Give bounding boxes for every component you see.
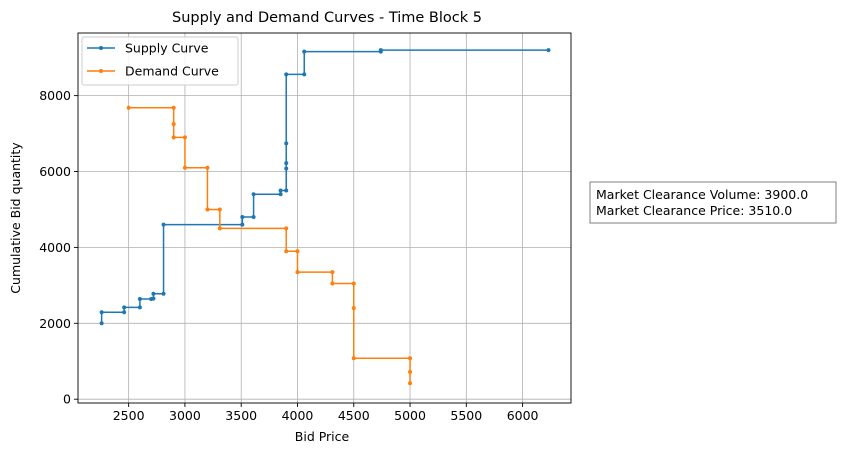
- plot-frame: [77, 32, 572, 404]
- legend-supply-label: Supply Curve: [125, 41, 209, 56]
- demand-point: [351, 281, 356, 286]
- y-tick-label: 0: [63, 392, 71, 407]
- supply-point: [284, 141, 289, 146]
- demand-point: [205, 165, 210, 170]
- grid-lines: [78, 33, 571, 403]
- supply-point: [240, 222, 245, 227]
- x-tick-label: 3000: [169, 408, 201, 423]
- legend: Supply Curve Demand Curve: [81, 36, 239, 86]
- supply-point: [161, 222, 166, 227]
- x-axis-label: Bid Price: [295, 429, 350, 444]
- y-tick-label: 2000: [39, 316, 71, 331]
- demand-point: [284, 249, 289, 254]
- y-tick-label: 8000: [39, 88, 71, 103]
- supply-point: [151, 291, 156, 296]
- demand-point: [171, 105, 176, 110]
- market-clearance-annotation: Market Clearance Volume: 3900.0 Market C…: [589, 181, 837, 224]
- supply-point: [122, 305, 127, 310]
- demand-point: [217, 226, 222, 231]
- demand-curve-line: [128, 107, 411, 384]
- supply-point: [284, 72, 289, 77]
- supply-point: [284, 166, 289, 171]
- demand-point: [205, 207, 210, 212]
- legend-demand-label: Demand Curve: [125, 64, 219, 79]
- demand-point: [330, 270, 335, 275]
- supply-point: [302, 72, 307, 77]
- supply-point: [151, 296, 156, 301]
- supply-point: [99, 321, 104, 326]
- supply-point: [161, 291, 166, 296]
- annotation-price: Market Clearance Price: 3510.0: [596, 203, 792, 218]
- demand-point: [351, 306, 356, 311]
- supply-point: [122, 310, 127, 315]
- x-tick-label: 3500: [225, 408, 257, 423]
- supply-point: [284, 188, 289, 193]
- y-tick-label: 4000: [39, 240, 71, 255]
- legend-box: [81, 36, 239, 86]
- demand-point: [126, 105, 131, 110]
- supply-point: [302, 49, 307, 54]
- x-tick-label: 6000: [507, 408, 539, 423]
- x-tick-label: 2500: [113, 408, 145, 423]
- supply-point: [278, 188, 283, 193]
- demand-point: [295, 249, 300, 254]
- demand-point: [171, 135, 176, 140]
- demand-point: [408, 381, 413, 386]
- demand-point: [330, 281, 335, 286]
- demand-point: [217, 207, 222, 212]
- supply-point: [251, 192, 256, 197]
- supply-point: [99, 310, 104, 315]
- demand-point: [171, 122, 176, 127]
- x-tick-label: 5500: [450, 408, 482, 423]
- supply-curve-line: [100, 49, 549, 324]
- supply-point: [137, 305, 142, 310]
- legend-demand-marker: [99, 69, 103, 73]
- legend-supply-marker: [99, 46, 103, 50]
- demand-point: [295, 270, 300, 275]
- demand-point: [408, 356, 413, 361]
- y-tick-label: 6000: [39, 164, 71, 179]
- annotation-box: [589, 181, 837, 224]
- annotation-volume: Market Clearance Volume: 3900.0: [596, 187, 808, 202]
- axis-ticks: 2500 3000 3500 4000 4500 5000 5500 6000 0 2000 400…: [39, 88, 538, 423]
- x-tick-label: 4000: [282, 408, 314, 423]
- demand-point: [182, 135, 187, 140]
- demand-point: [182, 165, 187, 170]
- demand-point: [408, 369, 413, 374]
- supply-point: [251, 215, 256, 220]
- x-tick-label: 5000: [394, 408, 426, 423]
- chart-title: Supply and Demand Curves - Time Block 5: [172, 10, 482, 26]
- supply-point: [546, 48, 551, 53]
- supply-point: [284, 161, 289, 166]
- supply-point: [240, 215, 245, 220]
- x-tick-label: 4500: [338, 408, 370, 423]
- supply-point: [278, 192, 283, 197]
- plot-area: [99, 48, 551, 386]
- y-axis-label: Cumulative Bid quantity: [8, 142, 23, 294]
- supply-point: [137, 297, 142, 302]
- demand-point: [284, 226, 289, 231]
- supply-point: [378, 48, 383, 53]
- demand-point: [351, 356, 356, 361]
